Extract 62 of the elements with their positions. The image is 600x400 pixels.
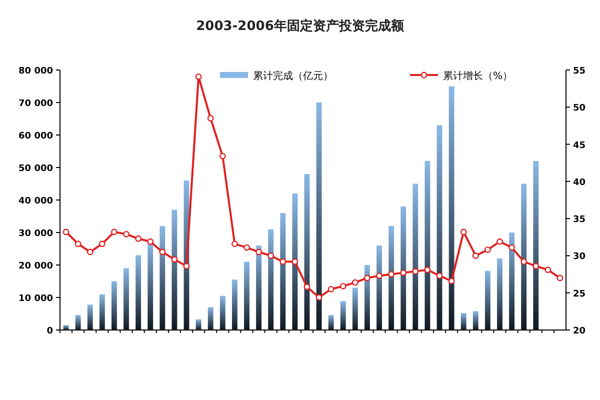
point: [364, 274, 370, 282]
point: [376, 272, 382, 279]
y2-tick-label: 40: [573, 178, 586, 188]
point: [544, 266, 552, 274]
legend-label: 累计增长（%）: [443, 70, 513, 82]
point: [472, 252, 479, 259]
point: [556, 274, 564, 282]
point: [520, 258, 528, 265]
point: [207, 115, 214, 122]
point: [460, 228, 467, 236]
point: [508, 244, 515, 251]
y-tick-label: 10 000: [18, 294, 53, 304]
point: [98, 240, 106, 248]
point: [328, 286, 334, 292]
point: [123, 230, 130, 238]
y2-tick-label: 55: [573, 66, 586, 76]
point: [171, 256, 178, 263]
y2-tick-label: 20: [573, 326, 586, 336]
y-tick-label: 0: [46, 326, 53, 336]
y2-tick-label: 25: [573, 289, 586, 300]
y-tick-label: 50 000: [18, 164, 53, 174]
y-tick-label: 80 000: [18, 66, 53, 76]
point: [496, 238, 503, 245]
point: [183, 262, 190, 270]
point: [231, 240, 238, 248]
point: [62, 228, 70, 236]
y2-tick-label: 35: [573, 215, 586, 226]
y2-tick-label: 45: [573, 140, 586, 151]
point: [304, 284, 310, 290]
point: [400, 270, 407, 276]
point: [147, 238, 154, 245]
point: [448, 278, 455, 284]
point: [352, 279, 358, 286]
y2-tick-label: 50: [573, 104, 586, 114]
point: [268, 252, 274, 259]
point: [292, 258, 298, 265]
y-tick-label: 70 000: [18, 99, 53, 109]
point: [316, 294, 322, 301]
point: [244, 244, 250, 251]
y-tick-label: 40 000: [18, 196, 53, 206]
y-tick-label: 30 000: [18, 229, 53, 239]
point: [424, 266, 431, 274]
point: [219, 152, 226, 160]
chart-title: 2003-2006年固定资产投资完成额: [196, 18, 405, 34]
point: [159, 248, 166, 256]
point: [135, 235, 142, 242]
point: [436, 272, 443, 279]
y-tick-label: 60 000: [18, 132, 53, 142]
point: [484, 246, 491, 253]
point: [412, 268, 419, 275]
point: [532, 262, 540, 270]
point: [86, 248, 94, 256]
point: [256, 248, 262, 256]
point: [195, 73, 202, 80]
point: [111, 228, 118, 236]
legend-label: 累计完成（亿元）: [253, 70, 333, 82]
point: [74, 240, 82, 248]
y-tick-label: 20 000: [18, 262, 53, 272]
point: [280, 258, 286, 265]
point: [340, 282, 346, 290]
y2-tick-label: 30: [573, 252, 586, 262]
point: [388, 271, 395, 278]
